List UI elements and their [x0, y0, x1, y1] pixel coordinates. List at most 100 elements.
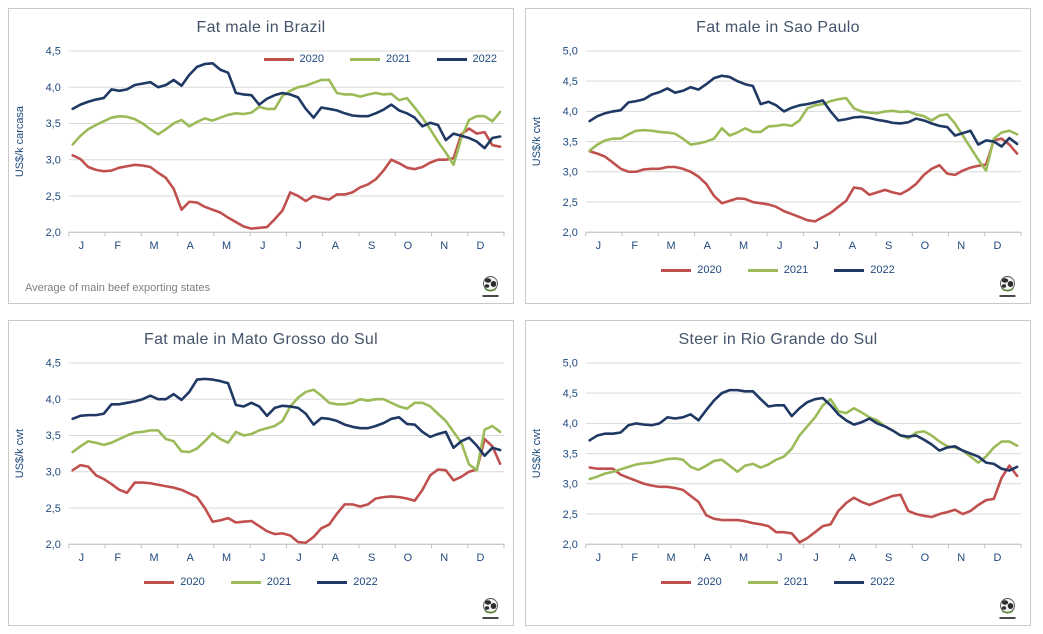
x-tick-label: A [187, 552, 195, 564]
x-tick-label: D [993, 552, 1001, 564]
series-line-2022 [71, 62, 502, 150]
x-tick-label: N [440, 240, 448, 252]
y-axis-title: US$/k cwt [531, 429, 543, 478]
x-tick-label: S [368, 552, 375, 564]
chart-legend: 2020 2021 2022 [9, 576, 513, 588]
y-tick-label: 3,0 [563, 479, 578, 491]
legend-swatch-2022 [834, 580, 865, 584]
y-tick-label: 2,0 [563, 539, 578, 551]
x-tick-label: J [79, 552, 84, 564]
legend-label: 2022 [870, 576, 895, 589]
legend-item-2021: 2021 [230, 576, 291, 588]
globe-logo-icon [482, 276, 499, 297]
legend-item-2020: 2020 [144, 576, 205, 588]
series-line-2020 [71, 437, 502, 545]
organization-logo [481, 275, 500, 298]
chart-legend: 2020 2021 2022 [526, 264, 1030, 276]
chart-canvas: 2,0 2,5 3,0 3,5 4,0 4,5 5,0 J F M A M J J A S O N D US$/k c… [531, 358, 1022, 564]
y-tick-label: 4,5 [46, 358, 61, 370]
x-tick-label: M [739, 240, 748, 252]
y-tick-label: 5,0 [563, 358, 578, 370]
legend-swatch-2020 [661, 268, 692, 272]
x-tick-label: A [704, 240, 712, 252]
legend-label: 2020 [697, 264, 722, 277]
chart-title: Fat male in Mato Grosso do Sul [144, 331, 378, 348]
x-tick-label: M [149, 552, 158, 564]
x-tick-label: M [222, 552, 231, 564]
y-tick-label: 3,5 [563, 448, 578, 460]
chart-title: Fat male in Sao Paulo [696, 19, 860, 36]
x-tick-label: A [332, 240, 340, 252]
x-tick-label: J [813, 240, 818, 252]
chart-area: 2,0 2,5 3,0 3,5 4,0 4,5 J F M A M J J A S O N D US$/k cwt [9, 351, 513, 572]
x-tick-label: J [260, 240, 265, 252]
x-tick-label: O [404, 552, 413, 564]
legend-item-2022: 2022 [834, 576, 895, 589]
x-tick-label: J [260, 552, 265, 564]
globe-logo-icon [482, 598, 499, 619]
y-tick-label: 2,5 [46, 503, 61, 515]
x-tick-label: M [666, 240, 675, 252]
x-tick-label: F [114, 240, 121, 252]
y-tick-label: 2,0 [46, 227, 61, 239]
chart-panel-rio-grande-do-sul: Steer in Rio Grande do Sul 2,0 2,5 3,0 3,5 4… [525, 320, 1031, 626]
chart-area: 2,0 2,5 3,0 3,5 4,0 4,5 J F M A M J J A S O N D US$/k carc… [9, 39, 513, 260]
y-tick-label: 3,0 [563, 167, 578, 179]
legend-item-2021: 2021 [747, 264, 809, 277]
x-tick-label: J [596, 552, 601, 564]
chart-canvas: 2,0 2,5 3,0 3,5 4,0 4,5 5,0 J F M A M J J A S O N D US$/k c… [531, 46, 1022, 252]
legend-label: 2022 [353, 576, 378, 589]
x-tick-label: J [296, 240, 301, 252]
y-tick-label: 5,0 [563, 46, 578, 58]
y-tick-label: 3,5 [46, 118, 61, 130]
legend-item-2021: 2021 [350, 53, 411, 65]
legend-item-2022: 2022 [317, 576, 378, 589]
x-tick-label: M [666, 552, 675, 564]
x-tick-label: O [404, 240, 413, 252]
y-tick-label: 2,5 [563, 509, 578, 521]
y-tick-label: 4,5 [46, 46, 61, 58]
y-tick-label: 2,5 [46, 191, 61, 203]
x-tick-label: M [149, 240, 158, 252]
series-line-2020 [71, 127, 502, 230]
legend-swatch-2021 [230, 580, 261, 584]
legend-label: 2021 [783, 576, 809, 589]
x-tick-label: S [885, 552, 892, 564]
legend-swatch-2020 [661, 580, 692, 584]
legend-swatch-2021 [747, 268, 778, 272]
y-tick-label: 2,0 [563, 227, 578, 239]
x-tick-label: N [957, 552, 965, 564]
legend-item-2021: 2021 [747, 576, 809, 589]
x-tick-label: A [187, 240, 195, 252]
series-line-2021 [71, 388, 502, 472]
chart-canvas: 2,0 2,5 3,0 3,5 4,0 4,5 J F M A M J J A S O N D US$/k carc… [14, 46, 505, 252]
chart-title: Fat male in Brazil [196, 19, 326, 36]
y-tick-label: 3,0 [46, 154, 61, 166]
legend-item-2020: 2020 [661, 576, 722, 588]
y-axis-title: US$/k cwt [14, 429, 26, 478]
x-tick-label: F [114, 552, 121, 564]
x-tick-label: N [957, 240, 965, 252]
series-line-2020 [588, 137, 1019, 223]
x-tick-label: A [849, 552, 857, 564]
legend-label: 2021 [783, 264, 809, 277]
x-tick-label: O [921, 240, 930, 252]
x-tick-label: S [368, 240, 375, 252]
x-tick-label: D [476, 552, 484, 564]
series-line-2022 [588, 74, 1019, 148]
legend-swatch-2020 [144, 580, 175, 584]
x-tick-label: J [596, 240, 601, 252]
chart-title: Steer in Rio Grande do Sul [678, 331, 878, 348]
globe-logo-icon [999, 276, 1016, 297]
x-tick-label: J [79, 240, 84, 252]
x-tick-label: J [777, 240, 782, 252]
series-line-2021 [588, 96, 1019, 172]
legend-swatch-2022 [317, 580, 348, 584]
x-tick-label: A [704, 552, 712, 564]
y-tick-label: 3,5 [563, 136, 578, 148]
y-tick-label: 4,0 [563, 106, 578, 118]
y-tick-label: 4,0 [46, 394, 61, 406]
legend-label: 2020 [299, 53, 325, 65]
y-tick-label: 4,5 [563, 388, 578, 400]
